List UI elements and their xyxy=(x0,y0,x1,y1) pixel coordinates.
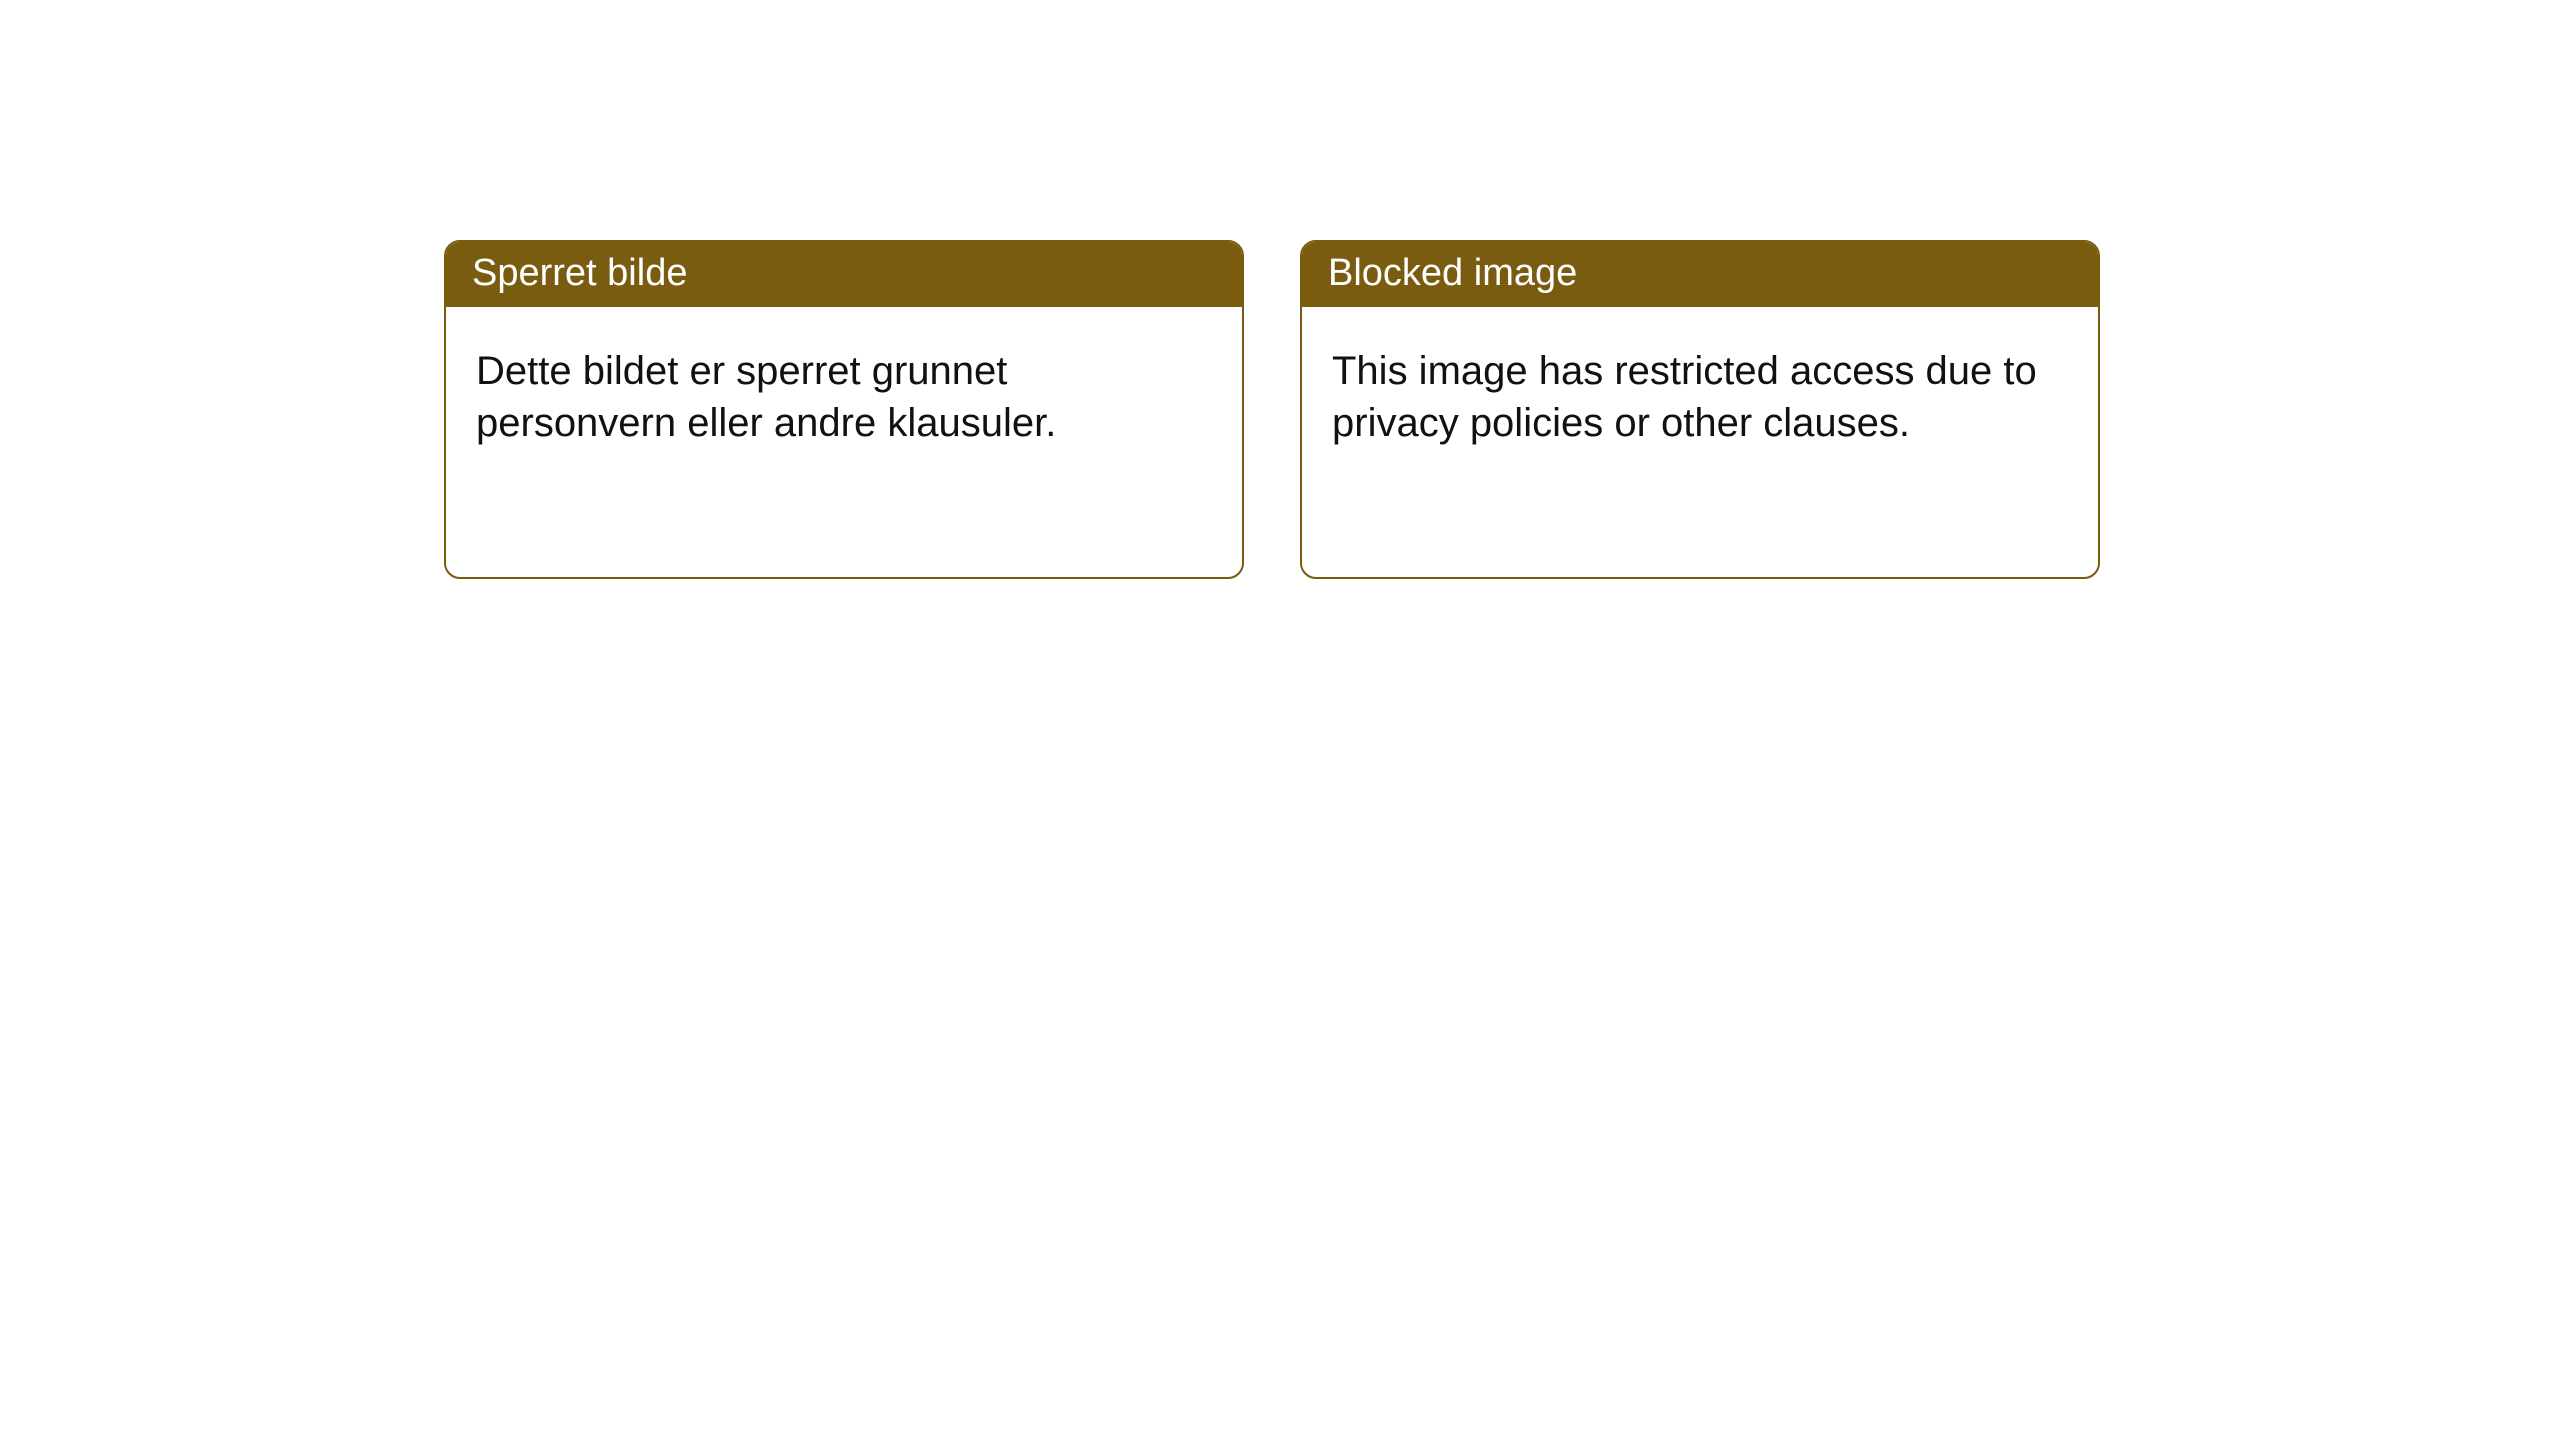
notice-body: This image has restricted access due to … xyxy=(1302,307,2098,577)
notice-container: Sperret bilde Dette bildet er sperret gr… xyxy=(0,0,2560,579)
notice-body: Dette bildet er sperret grunnet personve… xyxy=(446,307,1242,577)
notice-card-norwegian: Sperret bilde Dette bildet er sperret gr… xyxy=(444,240,1244,579)
notice-card-english: Blocked image This image has restricted … xyxy=(1300,240,2100,579)
notice-header: Blocked image xyxy=(1302,242,2098,307)
notice-header: Sperret bilde xyxy=(446,242,1242,307)
